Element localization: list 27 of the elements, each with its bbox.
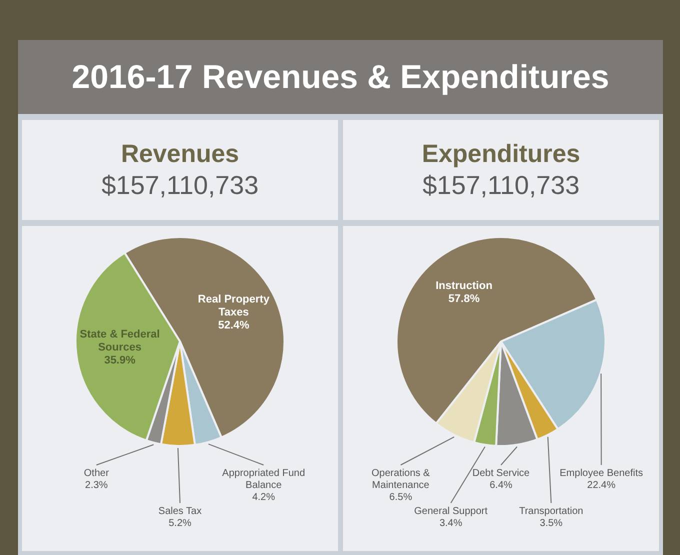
data-label: 52.4% [218, 319, 250, 332]
data-label: 4.2% [252, 492, 276, 503]
slice-label: State & Federal Sources [80, 328, 160, 354]
chart-subtitle: $157,110,733 [422, 169, 580, 201]
slice-label: Real Property Taxes [198, 293, 270, 318]
slice-label: Sales Tax [158, 506, 202, 517]
data-label: 3.5% [540, 518, 563, 529]
data-label: 35.9% [104, 354, 136, 367]
data-label: 2.3% [85, 480, 108, 491]
data-label: 6.5% [389, 492, 412, 503]
slice-label: Instruction [436, 280, 493, 292]
slice-label: Transportation [519, 506, 584, 517]
text: 2016-17 Revenues & Expenditures [72, 58, 610, 96]
data-label: 5.2% [168, 518, 192, 529]
data-label: 57.8% [448, 293, 480, 306]
slice-label: General Support [414, 506, 488, 517]
chart-subtitle: $157,110,733 [101, 169, 259, 201]
data-label: 3.4% [439, 518, 462, 529]
slice-label: Operations & Maintenance [371, 468, 430, 491]
chart-title: Expenditures [422, 139, 580, 169]
slice-label: Debt Service [472, 468, 530, 479]
slice-label: Appropriated Fund Balance [222, 468, 306, 491]
slice-label: Other [84, 468, 110, 479]
data-label: 6.4% [490, 480, 513, 491]
slice-label: Employee Benefits [560, 468, 644, 479]
chart-title: Revenues [120, 139, 240, 169]
data-label: 22.4% [587, 480, 616, 491]
